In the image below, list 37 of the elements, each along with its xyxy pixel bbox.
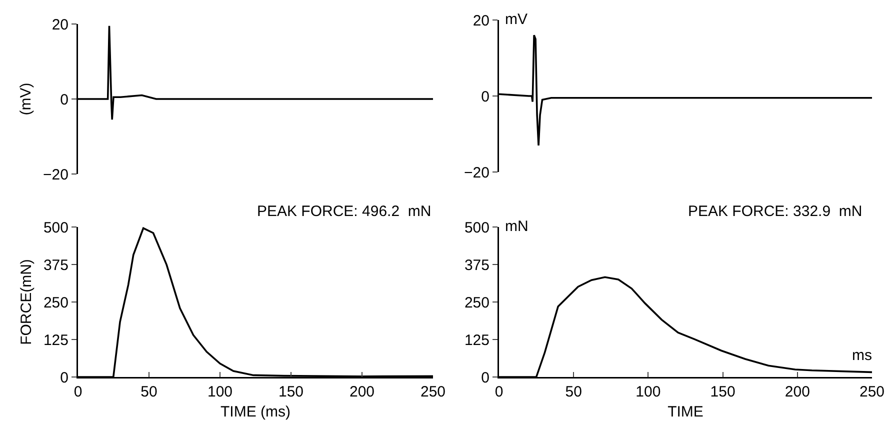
y-tick-label: 0 bbox=[60, 369, 68, 386]
x-tick-label: 0 bbox=[74, 384, 82, 400]
x-tick-label: 50 bbox=[140, 384, 158, 400]
y-tick-label: −20 bbox=[43, 166, 68, 184]
y-axis-title: FORCE(mN) bbox=[18, 259, 35, 345]
x-tick-label: 250 bbox=[420, 384, 446, 400]
y-tick-label: 250 bbox=[464, 294, 490, 312]
x-tick-label: 150 bbox=[710, 384, 736, 400]
annotation: mV bbox=[505, 11, 528, 28]
y-tick-label: 500 bbox=[464, 219, 490, 236]
x-tick-label: 100 bbox=[636, 384, 661, 400]
y-tick-label: 125 bbox=[43, 332, 68, 349]
y-tick-label: 0 bbox=[60, 91, 68, 108]
y-tick-label: 375 bbox=[43, 256, 68, 274]
x-tick-label: 50 bbox=[565, 384, 582, 400]
x-axis-title: TIME bbox=[668, 403, 704, 420]
x-tick-label: 250 bbox=[859, 384, 885, 400]
y-tick-label: −20 bbox=[464, 164, 490, 182]
y-tick-label: 20 bbox=[52, 16, 68, 34]
x-tick-label: 200 bbox=[784, 384, 810, 400]
x-tick-label: 150 bbox=[278, 384, 304, 400]
text: PEAK FORCE: 332.9 mN bbox=[688, 203, 862, 220]
x-axis-title: TIME (ms) bbox=[220, 403, 290, 420]
x-tick-label: 200 bbox=[349, 384, 375, 400]
y-tick-label: 0 bbox=[481, 88, 490, 106]
y-tick-label: 20 bbox=[472, 12, 490, 30]
y-tick-label: 250 bbox=[43, 294, 68, 312]
y-tick-label: 0 bbox=[481, 369, 490, 386]
text: PEAK FORCE: 496.2 mN bbox=[257, 203, 432, 220]
y-tick-label: 375 bbox=[464, 256, 490, 274]
y-tick-label: 500 bbox=[43, 219, 68, 236]
x-tick-label: 0 bbox=[494, 384, 504, 400]
annotation: mN bbox=[505, 218, 528, 235]
y-tick-label: 125 bbox=[464, 332, 490, 349]
annotation: ms bbox=[852, 347, 872, 364]
x-tick-label: 100 bbox=[207, 384, 233, 400]
y-axis-title: (mV) bbox=[18, 82, 35, 116]
